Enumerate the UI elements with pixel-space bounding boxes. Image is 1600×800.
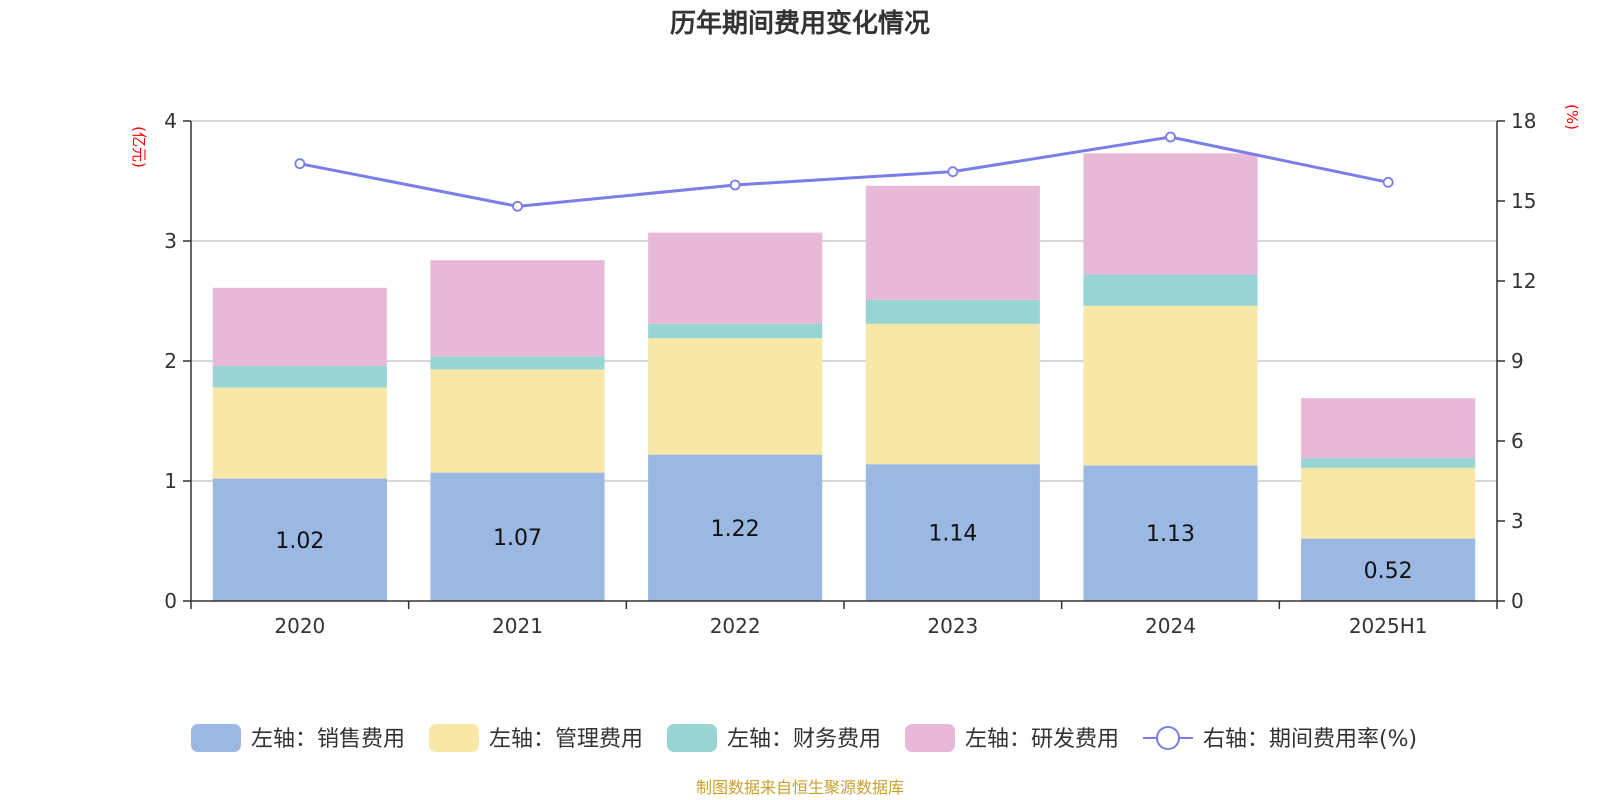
bar-segment (865, 299, 1040, 324)
legend-label: 右轴：期间费用率(%) (1203, 727, 1417, 752)
grid-lines (191, 120, 1497, 482)
rate-point (1382, 176, 1394, 188)
bar-data-label: 0.52 (1364, 559, 1413, 584)
left-axis-unit: (亿元) (130, 126, 148, 168)
bar-data-label: 1.22 (711, 517, 760, 542)
legend-item[interactable]: 右轴：期间费用率(%) (1143, 726, 1417, 752)
bar-segment (212, 478, 387, 601)
legend-item[interactable]: 左轴：财务费用 (667, 724, 881, 752)
rate-point (512, 200, 523, 212)
chart-title: 历年期间费用变化情况 (670, 8, 930, 39)
x-axis-tick-label: 2022 (710, 614, 761, 638)
legend-label: 左轴：研发费用 (965, 727, 1119, 752)
bar-segment (1301, 458, 1476, 468)
bar-segment (1083, 465, 1258, 601)
bar-segment (1083, 153, 1258, 275)
bar-segment (1083, 274, 1258, 306)
bar-data-label: 1.07 (493, 526, 542, 551)
right-axis-tick-label: 0 (1511, 589, 1524, 613)
bar-segment (212, 387, 387, 479)
bar-data-label: 1.02 (275, 529, 324, 554)
bar-segment (1083, 305, 1258, 466)
rate-point (294, 158, 306, 170)
x-axis-tick-label: 2021 (492, 614, 543, 638)
bar-segment (648, 232, 823, 324)
legend-item[interactable]: 左轴：管理费用 (429, 724, 643, 752)
legend-swatch-marker (1156, 726, 1180, 750)
x-axis-tick-label: 2024 (1145, 614, 1196, 638)
bar-segment (430, 260, 605, 357)
rate-line (299, 135, 1389, 208)
x-axis-tick-label: 2023 (927, 614, 978, 638)
bar-segment (212, 365, 387, 388)
bar-segment (865, 185, 1040, 300)
rate-point (1165, 131, 1176, 143)
left-axis-tick-label: 0 (164, 589, 177, 613)
bar-segment (430, 369, 605, 473)
right-axis-tick-label: 15 (1511, 189, 1536, 213)
legend-swatch (905, 724, 955, 752)
rate-point (947, 166, 959, 178)
left-axis-tick-label: 4 (164, 109, 177, 133)
right-axis-tick-label: 12 (1511, 269, 1536, 293)
right-axis-tick-label: 3 (1511, 509, 1524, 533)
bar-segment (648, 454, 823, 601)
left-axis-tick-label: 3 (164, 229, 177, 253)
bar-segment (1301, 398, 1476, 459)
right-axis-tick-label: 9 (1511, 349, 1524, 373)
bar-segment (865, 464, 1040, 601)
data-source: 制图数据来自恒生聚源数据库 (696, 778, 904, 797)
bar-segment (212, 287, 387, 366)
line-series (294, 131, 1394, 212)
bar-segment (648, 338, 823, 455)
legend-item[interactable]: 左轴：研发费用 (905, 724, 1119, 752)
legend-item[interactable]: 左轴：销售费用 (191, 724, 405, 752)
legend-label: 左轴：管理费用 (489, 727, 643, 752)
bar-data-label: 1.13 (1146, 522, 1195, 547)
bar-segment (1301, 538, 1476, 601)
bar-segment (1301, 467, 1476, 539)
legend-label: 左轴：销售费用 (251, 727, 405, 752)
left-axis-tick-label: 1 (164, 469, 177, 493)
right-axis-unit: (%) (1563, 104, 1581, 130)
legend-swatch (667, 724, 717, 752)
legend-swatch (429, 724, 479, 752)
bar-segment (648, 323, 823, 339)
bar-series (212, 153, 1476, 601)
bar-segment (865, 323, 1040, 465)
legend: 左轴：销售费用 左轴：管理费用 左轴：财务费用 左轴：研发费用 右轴：期间费用率(%) (191, 724, 1417, 752)
bar-segment (430, 356, 605, 370)
x-axis-tick-label: 2020 (274, 614, 325, 638)
x-axis-tick-label: 2025H1 (1349, 614, 1428, 638)
rate-point (729, 179, 741, 191)
bar-data-label: 1.14 (928, 522, 977, 547)
legend-label: 左轴：财务费用 (727, 727, 881, 752)
right-axis-tick-label: 6 (1511, 429, 1524, 453)
legend-swatch (191, 724, 241, 752)
right-axis-tick-label: 18 (1511, 109, 1536, 133)
data-labels: 1.02 1.07 1.22 1.14 1.13 0.52 (275, 517, 1412, 584)
left-axis-tick-label: 2 (164, 349, 177, 373)
bar-segment (430, 472, 605, 601)
